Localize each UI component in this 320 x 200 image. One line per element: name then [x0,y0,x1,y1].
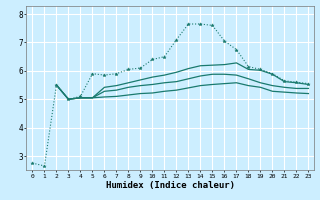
X-axis label: Humidex (Indice chaleur): Humidex (Indice chaleur) [106,181,235,190]
